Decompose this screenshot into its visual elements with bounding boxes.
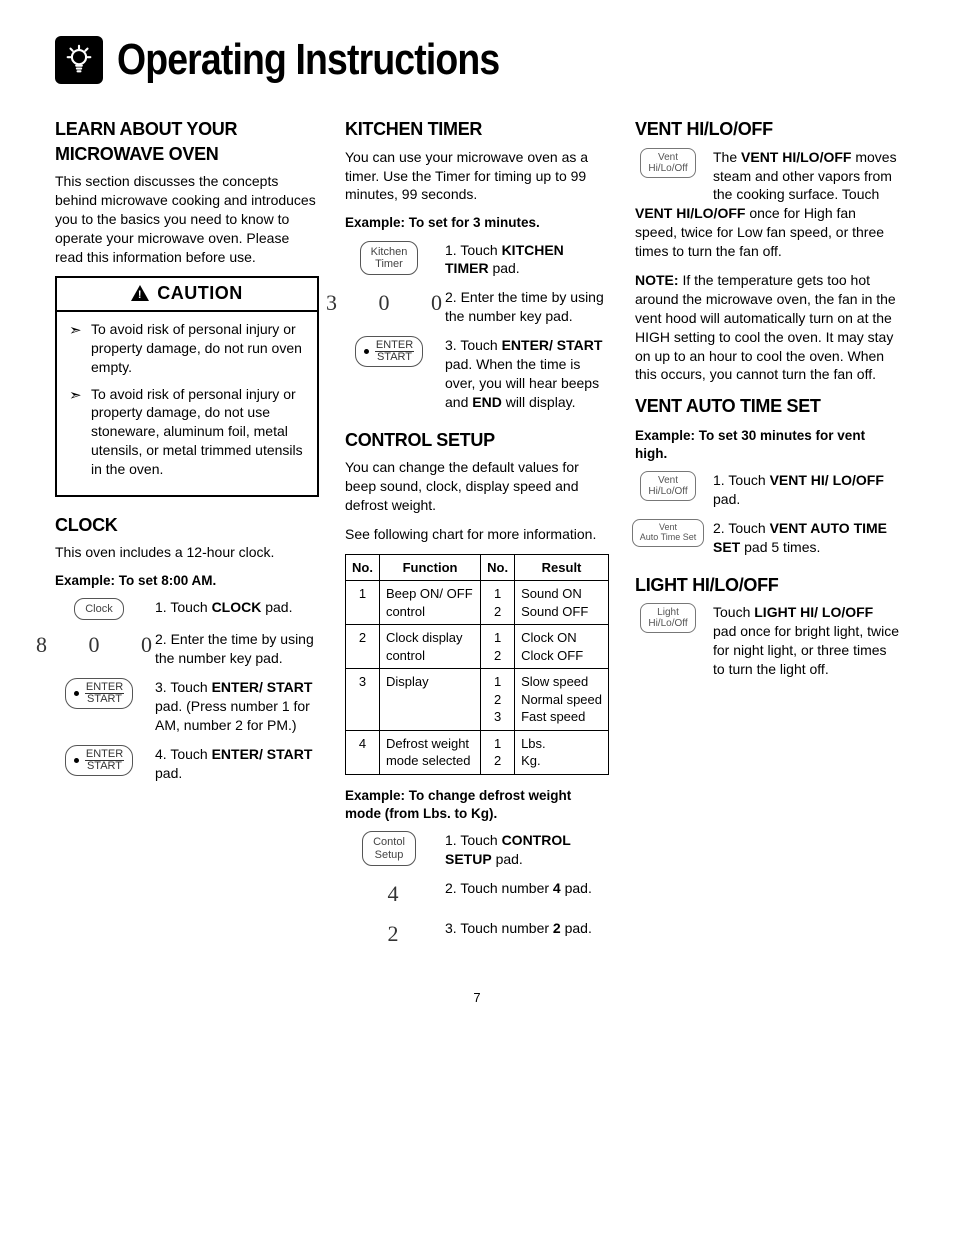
column-2: KITCHEN TIMER You can use your microwave… xyxy=(345,117,609,958)
page-title: Operating Instructions xyxy=(117,30,499,89)
lightbulb-icon xyxy=(55,36,103,84)
page-number: 7 xyxy=(55,989,899,1007)
table-row: 2Clock display control1 2Clock ON Clock … xyxy=(346,625,609,669)
caution-item: To avoid risk of personal injury or prop… xyxy=(69,320,305,377)
control-body2: See following chart for more information… xyxy=(345,525,609,544)
clock-step-2: 8 0 0 2. Enter the time by using the num… xyxy=(55,630,319,668)
table-row: 1Beep ON/ OFF control1 2Sound ON Sound O… xyxy=(346,581,609,625)
enter-start-pad-icon: ENTERSTART xyxy=(355,336,423,367)
caution-box: ! CAUTION To avoid risk of personal inju… xyxy=(55,276,319,497)
clock-heading: CLOCK xyxy=(55,513,319,537)
vats-heading: VENT AUTO TIME SET xyxy=(635,394,899,418)
timer-step-3: ENTERSTART 3. Touch ENTER/ START pad. Wh… xyxy=(345,336,609,412)
vent-pad-icon: Vent Hi/Lo/Off xyxy=(640,148,695,178)
clock-intro: This oven includes a 12-hour clock. xyxy=(55,543,319,562)
control-example-head: Example: To change defrost weight mode (… xyxy=(345,787,609,823)
warning-icon: ! xyxy=(131,283,149,307)
timer-heading: KITCHEN TIMER xyxy=(345,117,609,141)
step-num: 1. Touch xyxy=(155,599,212,615)
control-heading: CONTROL SETUP xyxy=(345,428,609,452)
vats-step-2: Vent Auto Time Set 2. Touch VENT AUTO TI… xyxy=(635,519,899,557)
control-step-2: 4 2. Touch number 4 pad. xyxy=(345,879,609,909)
control-step-1: Contol Setup 1. Touch CONTROL SETUP pad. xyxy=(345,831,609,869)
control-setup-pad-icon: Contol Setup xyxy=(362,831,416,865)
columns: LEARN ABOUT YOUR MICROWAVE OVEN This sec… xyxy=(55,117,899,958)
control-body1: You can change the default values for be… xyxy=(345,458,609,515)
digit-2: 2 xyxy=(380,919,399,949)
vent-body-cont: VENT HI/LO/OFF once for High fan speed, … xyxy=(635,204,899,261)
clock-example-head: Example: To set 8:00 AM. xyxy=(55,572,319,590)
page-header: Operating Instructions xyxy=(55,30,899,89)
column-3: VENT HI/LO/OFF Vent Hi/Lo/Off The VENT H… xyxy=(635,117,899,958)
caution-heading: ! CAUTION xyxy=(57,278,317,311)
timer-body: You can use your microwave oven as a tim… xyxy=(345,148,609,205)
timer-step-1: Kitchen Timer 1. Touch KITCHEN TIMER pad… xyxy=(345,241,609,279)
learn-body: This section discusses the concepts behi… xyxy=(55,172,319,266)
vent-note: NOTE: If the temperature gets too hot ar… xyxy=(635,271,899,384)
clock-step-3: ENTERSTART 3. Touch ENTER/ START pad. (P… xyxy=(55,678,319,735)
vats-step-1: Vent Hi/Lo/Off 1. Touch VENT HI/ LO/OFF … xyxy=(635,471,899,509)
column-1: LEARN ABOUT YOUR MICROWAVE OVEN This sec… xyxy=(55,117,319,958)
table-row: 3Display1 2 3Slow speed Normal speed Fas… xyxy=(346,669,609,731)
vent-pad-icon: Vent Hi/Lo/Off xyxy=(640,471,695,501)
enter-start-pad-icon: ENTERSTART xyxy=(65,745,133,776)
clock-step-1: Clock 1. Touch CLOCK pad. xyxy=(55,598,319,620)
svg-text:!: ! xyxy=(138,289,142,301)
control-function-table: No. Function No. Result 1Beep ON/ OFF co… xyxy=(345,554,609,775)
vent-intro-block: Vent Hi/Lo/Off The VENT HI/LO/OFF moves … xyxy=(635,148,899,205)
table-row: 4Defrost weight mode selected1 2Lbs. Kg. xyxy=(346,730,609,774)
learn-heading: LEARN ABOUT YOUR MICROWAVE OVEN xyxy=(55,117,319,166)
caution-body: To avoid risk of personal injury or prop… xyxy=(57,312,317,495)
digits-300: 3 0 0 xyxy=(318,288,460,318)
caution-item: To avoid risk of personal injury or prop… xyxy=(69,385,305,479)
light-pad-icon: Light Hi/Lo/Off xyxy=(640,603,695,633)
timer-example-head: Example: To set for 3 minutes. xyxy=(345,214,609,232)
enter-start-pad-icon: ENTERSTART xyxy=(65,678,133,709)
clock-pad-icon: Clock xyxy=(74,598,124,620)
light-block: Light Hi/Lo/Off Touch LIGHT HI/ LO/OFF p… xyxy=(635,603,899,679)
timer-step-2: 3 0 0 2. Enter the time by using the num… xyxy=(345,288,609,326)
vats-example-head: Example: To set 30 minutes for vent high… xyxy=(635,427,899,463)
control-step-3: 2 3. Touch number 2 pad. xyxy=(345,919,609,949)
vent-heading: VENT HI/LO/OFF xyxy=(635,117,899,141)
light-heading: LIGHT HI/LO/OFF xyxy=(635,573,899,597)
digit-4: 4 xyxy=(380,879,399,909)
kitchen-timer-pad-icon: Kitchen Timer xyxy=(360,241,419,275)
digits-800: 8 0 0 xyxy=(28,630,170,660)
clock-step-4: ENTERSTART 4. Touch ENTER/ START pad. xyxy=(55,745,319,783)
vent-auto-pad-icon: Vent Auto Time Set xyxy=(632,519,705,547)
